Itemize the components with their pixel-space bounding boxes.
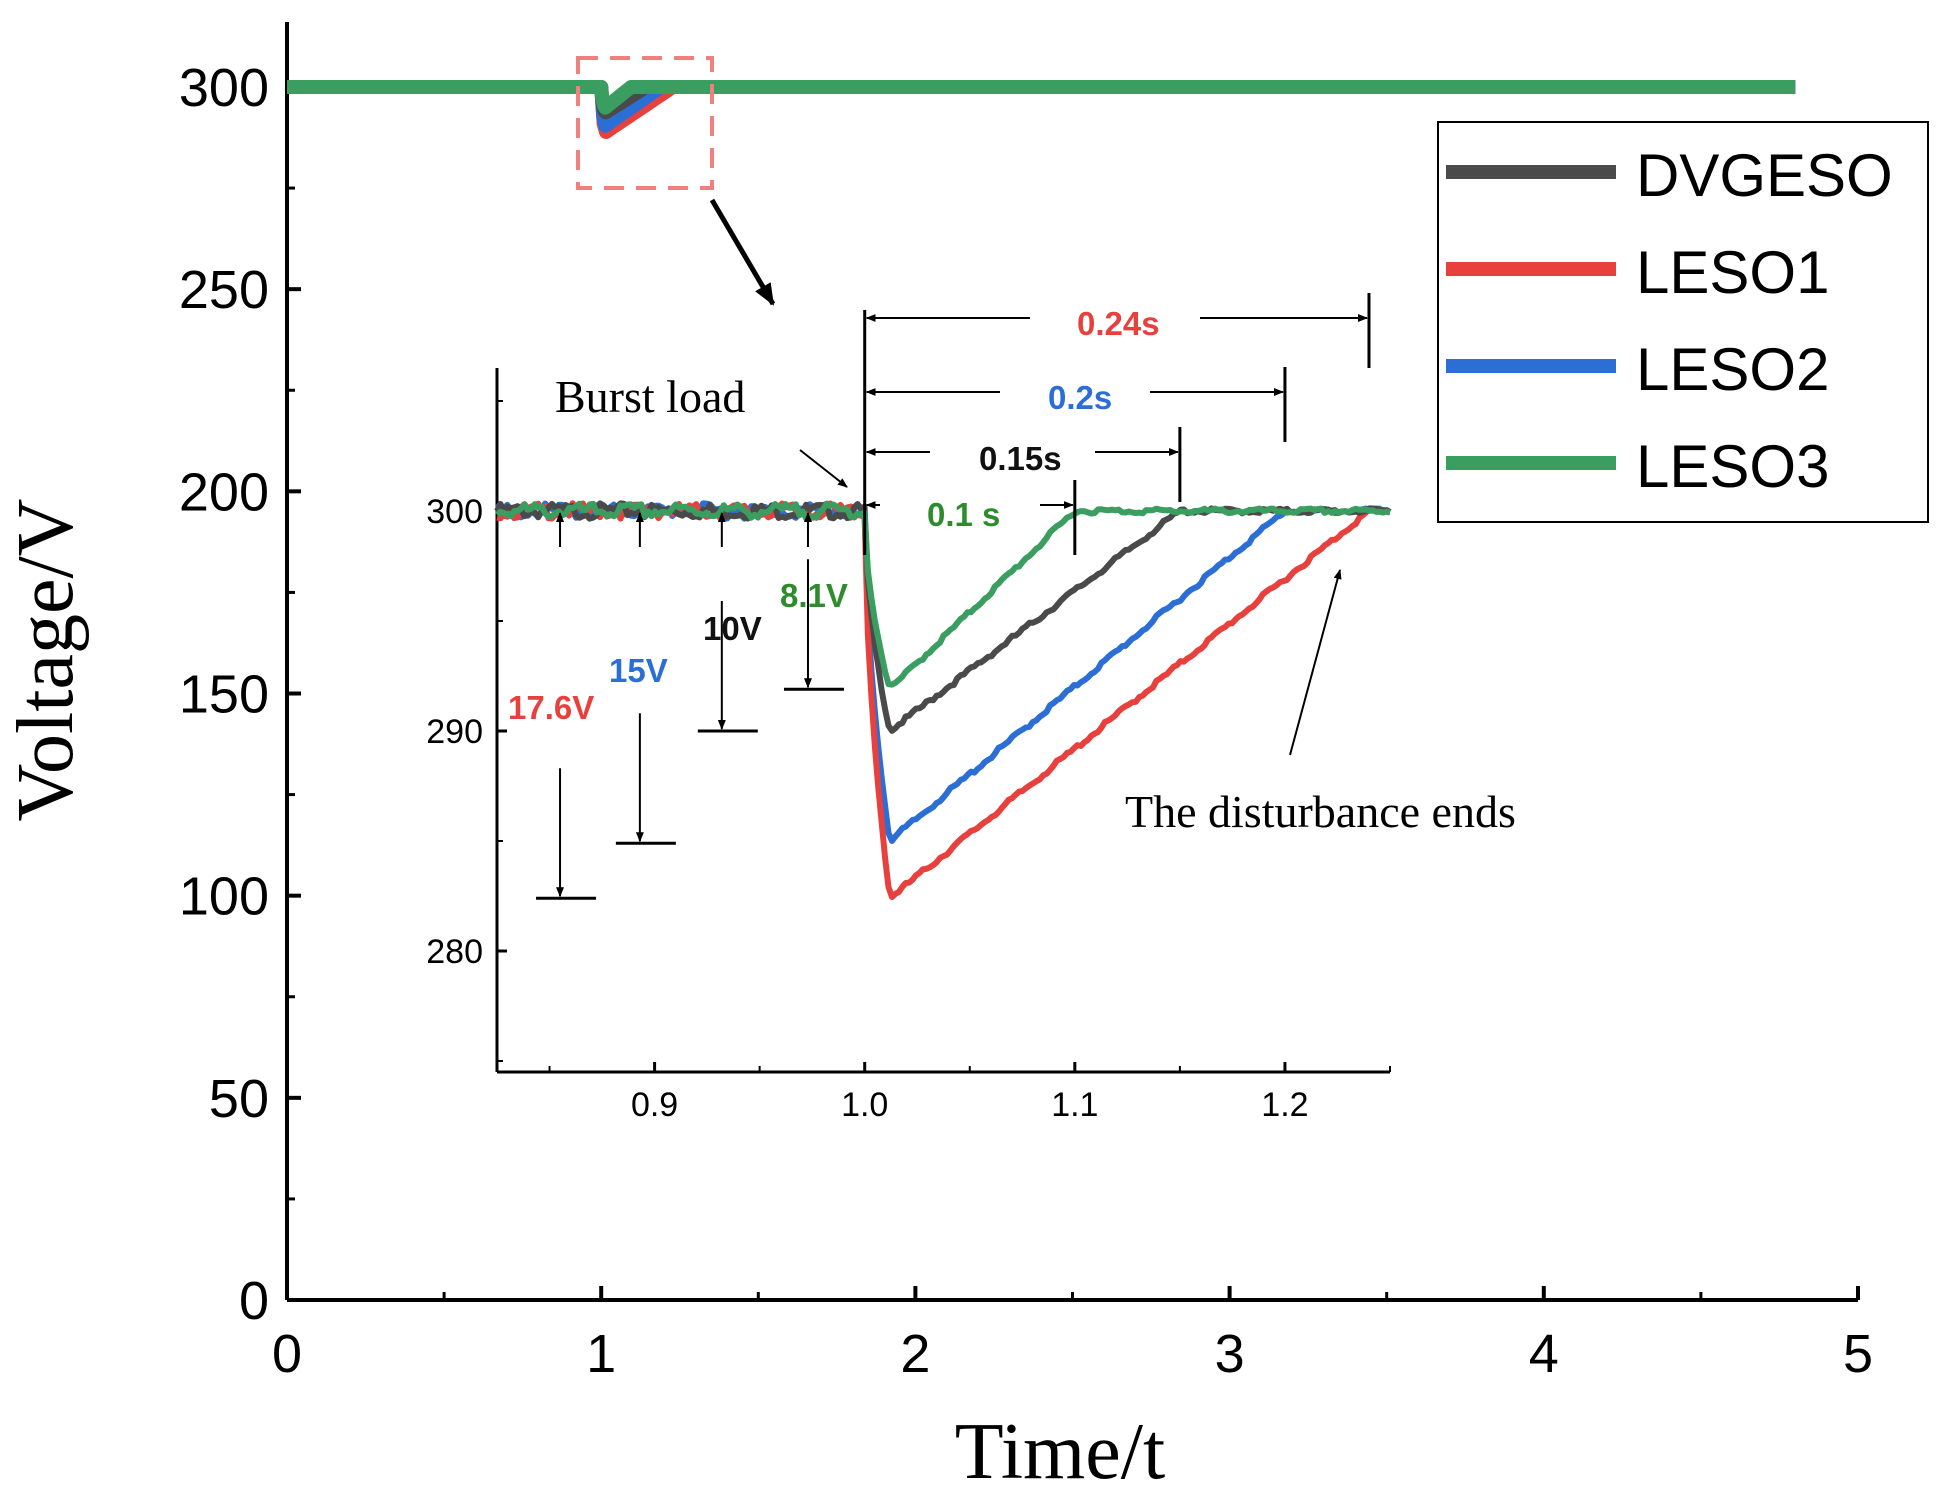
main-y-tick-label: 250 — [179, 260, 269, 320]
main-x-tick-label: 0 — [272, 1324, 302, 1384]
legend-box — [1437, 121, 1929, 523]
drop-label-dvgeso: 10V — [703, 610, 762, 647]
legend-label-leso2: LESO2 — [1636, 336, 1829, 403]
main-y-tick-label: 50 — [209, 1069, 269, 1129]
legend-label-dvgeso: DVGESO — [1636, 142, 1893, 209]
main-x-tick-label: 1 — [586, 1324, 616, 1384]
burst-load-arrow — [799, 449, 848, 488]
y-axis-title: Voltage/V — [2, 499, 90, 822]
main-y-tick-label: 100 — [179, 867, 269, 927]
main-y-tick-label: 200 — [179, 462, 269, 522]
main-x-tick-label: 2 — [900, 1324, 930, 1384]
burst-load-label: Burst load — [555, 371, 745, 422]
main-y-tick-label: 0 — [239, 1271, 269, 1331]
drop-label-leso2: 15V — [609, 652, 668, 689]
inset-annotations: Burst load The disturbance ends 17.6V 15… — [508, 293, 1516, 900]
drop-label-leso1: 17.6V — [508, 689, 594, 726]
zoom-pointer-arrow — [709, 198, 776, 306]
legend: DVGESO LESO1 LESO2 LESO3 — [1437, 121, 1929, 523]
inset-series-leso1 — [496, 500, 1391, 900]
inset-y-tick-label: 290 — [426, 713, 483, 751]
main-y-tick-label: 300 — [179, 58, 269, 118]
drop-label-leso3: 8.1V — [780, 577, 848, 614]
inset-x-tick-label: 0.9 — [631, 1086, 678, 1124]
main-series-leso3 — [287, 80, 1796, 115]
inset-series-group — [494, 500, 1392, 900]
main-x-tick-label: 3 — [1215, 1324, 1245, 1384]
duration-label-dvgeso: 0.15s — [979, 440, 1062, 477]
duration-label-leso1: 0.24s — [1077, 305, 1160, 342]
main-y-tick-label: 150 — [179, 665, 269, 725]
main-x-tick-label: 4 — [1529, 1324, 1559, 1384]
inset-axes: 0.9 1.0 1.1 1.2 280 290 300 — [426, 368, 1391, 1124]
inset-series-leso3 — [495, 500, 1391, 688]
legend-label-leso3: LESO3 — [1636, 433, 1829, 500]
inset-x-tick-label: 1.0 — [841, 1086, 888, 1124]
inset-x-tick-label: 1.1 — [1051, 1086, 1098, 1124]
duration-label-leso3: 0.1 s — [927, 496, 1000, 533]
zoom-region-box — [576, 56, 714, 190]
inset-y-tick-label: 280 — [426, 933, 483, 971]
inset-y-tick-label: 300 — [426, 493, 483, 531]
main-x-tick-label: 5 — [1843, 1324, 1873, 1384]
x-axis-title: Time/t — [955, 1408, 1165, 1494]
duration-label-leso2: 0.2s — [1048, 379, 1112, 416]
disturbance-ends-label: The disturbance ends — [1125, 786, 1516, 837]
disturbance-ends-arrow — [1289, 569, 1342, 756]
legend-label-leso1: LESO1 — [1636, 239, 1829, 306]
inset-x-tick-label: 1.2 — [1261, 1086, 1308, 1124]
main-series-group — [287, 80, 1796, 139]
